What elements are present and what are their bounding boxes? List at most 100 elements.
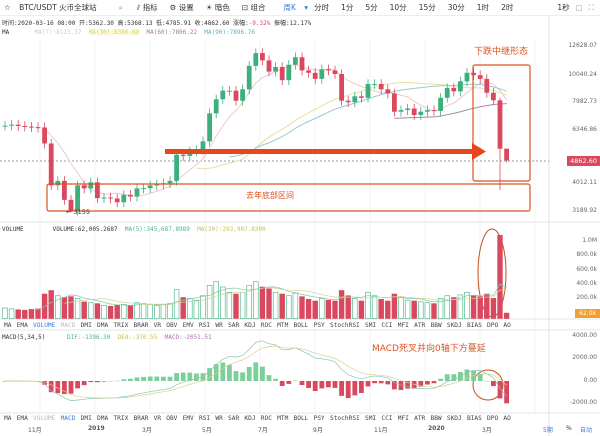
indicator-tab-emv[interactable]: EMV <box>182 415 194 422</box>
indicator-tab-dpo[interactable]: DPO <box>487 322 499 329</box>
indicator-tab-ao[interactable]: AO <box>503 322 511 329</box>
interval-1[interactable]: 1分 <box>341 3 354 12</box>
candle <box>279 66 285 81</box>
indicator-tab-brar[interactable]: BRAR <box>133 322 149 329</box>
indicator-tab-dpo[interactable]: DPO <box>487 415 499 422</box>
macd-bar <box>213 364 219 381</box>
indicator-tab-bias[interactable]: BIAS <box>466 415 482 422</box>
period-dropdown[interactable]: 周K ▾ <box>283 3 309 12</box>
indicator-tab-dma[interactable]: DMA <box>97 322 109 329</box>
indicator-tab-atr[interactable]: ATR <box>414 322 426 329</box>
indicator-tab-wr[interactable]: WR <box>215 322 223 329</box>
indicator-tab-dmi[interactable]: DMI <box>80 322 92 329</box>
star-icon[interactable]: ☆ <box>4 3 11 12</box>
indicator-tab-psy[interactable]: PSY <box>313 322 325 329</box>
settings-button[interactable]: ⚙ 设置 <box>169 3 194 12</box>
fullscreen-icon[interactable]: ⛶ <box>588 2 594 12</box>
indicator-tab-rsi[interactable]: RSI <box>198 322 211 329</box>
percent-toggle[interactable]: % <box>566 425 572 432</box>
indicator-tab-volume[interactable]: VOLUME <box>33 415 56 422</box>
indicator-tab-bbw[interactable]: BBW <box>430 415 442 422</box>
indicator-tab-ma[interactable]: MA <box>4 415 12 422</box>
indicator-tab-sar[interactable]: SAR <box>228 322 240 329</box>
indicator-tab-smi[interactable]: SMI <box>364 415 377 422</box>
candle <box>167 180 173 184</box>
indicator-tab-obv[interactable]: OBV <box>166 415 178 422</box>
interval-0[interactable]: 分时 <box>314 3 330 12</box>
indicator-tab-obv[interactable]: OBV <box>166 322 178 329</box>
indicator-tab-volume[interactable]: VOLUME <box>33 322 56 329</box>
arrow-head <box>472 143 486 160</box>
indicator-tab-rsi[interactable]: RSI <box>198 415 211 422</box>
auto-scale-toggle[interactable]: 自动 <box>580 427 593 434</box>
camera-icon[interactable]: ▢ <box>575 3 583 12</box>
indicator-tab-macd[interactable]: MACD <box>60 322 76 329</box>
indicator-tab-boll[interactable]: BOLL <box>293 415 309 422</box>
volume-bar <box>2 307 8 319</box>
indicator-tab-dma[interactable]: DMA <box>97 415 109 422</box>
indicator-tab-stochrsi[interactable]: StochRSI <box>329 415 360 422</box>
volume-bar <box>299 296 305 319</box>
indicator-tab-trix[interactable]: TRIX <box>113 415 129 422</box>
interval-6[interactable]: 1时 <box>476 3 490 12</box>
volume-bar <box>497 235 503 319</box>
indicator-tab-stochrsi[interactable]: StochRSI <box>329 322 360 329</box>
indicator-tab-cci[interactable]: CCI <box>381 322 393 329</box>
interval-4[interactable]: 15分 <box>418 3 436 12</box>
dark-mode-button[interactable]: ☀ 暗色 <box>205 3 230 12</box>
indicator-tab-macd[interactable]: MACD <box>60 415 76 422</box>
indicator-tab-bbw[interactable]: BBW <box>430 322 442 329</box>
indicator-tab-vr[interactable]: VR <box>153 322 162 329</box>
indicator-tab-bias[interactable]: BIAS <box>466 322 482 329</box>
macd-bar <box>299 381 305 386</box>
indicator-tab-trix[interactable]: TRIX <box>113 322 129 329</box>
search-icon[interactable]: ⌕ <box>118 2 123 12</box>
candle <box>293 57 298 65</box>
indicator-tab-mfi[interactable]: MFI <box>397 415 409 422</box>
indicator-tab-atr[interactable]: ATR <box>414 415 426 422</box>
bottom-range-label: 去年底部区间 <box>246 191 294 200</box>
indicator-tab-wr[interactable]: WR <box>215 415 223 422</box>
period-count-button[interactable]: 5期 <box>543 427 553 434</box>
indicator-tab-mfi[interactable]: MFI <box>397 322 409 329</box>
indicator-tab-roc[interactable]: ROC <box>260 415 272 422</box>
volume-ma5-line <box>31 283 507 310</box>
macd-bar <box>253 362 259 381</box>
indicator-tab-ao[interactable]: AO <box>503 415 511 422</box>
indicator-tab-skdj[interactable]: SKDJ <box>446 322 462 329</box>
macd-bar <box>319 381 325 389</box>
indicator-tab-kdj[interactable]: KDJ <box>244 322 256 329</box>
indicator-tab-dmi[interactable]: DMI <box>80 415 92 422</box>
indicator-tab-skdj[interactable]: SKDJ <box>446 415 462 422</box>
interval-1s[interactable]: 1秒 <box>557 3 570 12</box>
symbol-selector[interactable]: ☆ BTC/USDT 火币全球站 <box>4 3 97 12</box>
volume-bar <box>286 295 292 319</box>
indicator-tab-ema[interactable]: EMA <box>16 322 28 329</box>
indicator-tab-brar[interactable]: BRAR <box>133 415 149 422</box>
indicator-tab-ma[interactable]: MA <box>4 322 12 329</box>
indicator-tab-smi[interactable]: SMI <box>364 322 377 329</box>
indicator-tab-psy[interactable]: PSY <box>313 415 325 422</box>
combo-button[interactable]: ⊡ 组合 <box>241 3 266 12</box>
indicator-tab-vr[interactable]: VR <box>153 415 162 422</box>
volume-bar <box>279 293 285 319</box>
indicator-tab-roc[interactable]: ROC <box>260 322 272 329</box>
indicator-tab-boll[interactable]: BOLL <box>293 322 309 329</box>
indicator-tab-kdj[interactable]: KDJ <box>244 415 256 422</box>
indicator-tab-ema[interactable]: EMA <box>16 415 28 422</box>
volume-bar <box>180 297 186 319</box>
interval-7[interactable]: 2时 <box>501 3 514 12</box>
indicator-tab-cci[interactable]: CCI <box>381 415 393 422</box>
volume-bar <box>22 309 28 319</box>
interval-3[interactable]: 10分 <box>389 3 407 12</box>
indicator-tab-sar[interactable]: SAR <box>228 415 240 422</box>
macd-bar <box>167 376 173 381</box>
indicator-tab-emv[interactable]: EMV <box>182 322 194 329</box>
indicator-tab-mtm[interactable]: MTM <box>277 322 289 329</box>
interval-5[interactable]: 30分 <box>447 3 465 12</box>
interval-2[interactable]: 5分 <box>365 3 378 12</box>
indicator-tab-mtm[interactable]: MTM <box>277 415 289 422</box>
macd-bar <box>464 369 470 381</box>
indicators-button[interactable]: ⫽ 指标 <box>136 3 158 12</box>
